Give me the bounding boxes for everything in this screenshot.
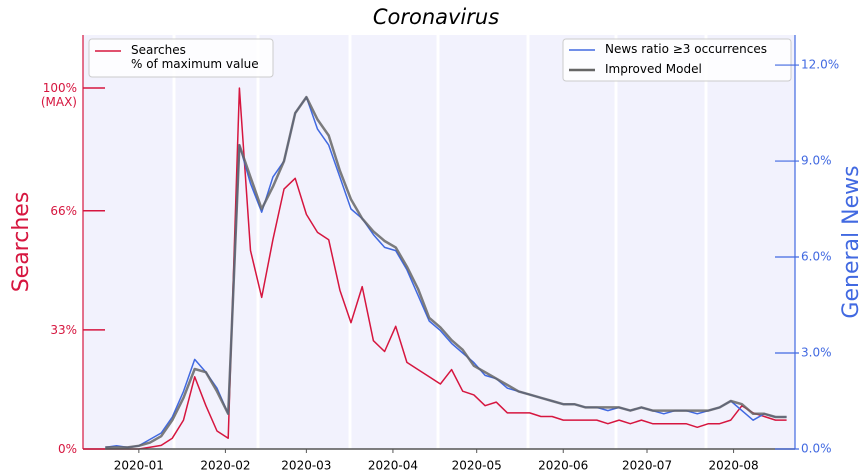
y2-tick-label: 12.0% [801,58,839,72]
week-bands [172,35,708,449]
series-lines [105,87,787,450]
series-line [105,95,787,449]
legend-label: News ratio ≥3 occurrences [605,42,767,56]
y-tick-label: 0% [57,442,77,456]
y2-axis-label: General News [839,165,864,318]
legend-label: Improved Model [605,62,702,76]
legend-label: Searches % of maximum value [131,43,259,71]
x-tick-label: 2020-02 [200,459,250,473]
y2-tick-label: 3.0% [801,346,832,360]
y-axis-label: Searches [9,192,34,293]
legend-left [88,38,274,78]
x-tick-label: 2020-07 [622,459,672,473]
legend-right [562,38,792,82]
x-tick-label: 2020-01 [114,459,164,473]
x-tick-label: 2020-08 [709,459,759,473]
y-tick-label: 33% [50,322,77,337]
y2-tick-label: 6.0% [801,250,832,264]
y-tick-label: 100% (MAX) [40,81,77,110]
x-tick-label: 2020-06 [538,459,588,473]
x-tick-label: 2020-05 [452,459,502,473]
chart-title: Coronavirus [373,5,499,29]
y-tick-label: 66% [50,203,77,218]
y2-tick-label: 9.0% [801,154,832,168]
x-tick-label: 2020-03 [281,459,331,473]
y2-tick-label: 0.0% [801,442,832,456]
x-tick-label: 2020-04 [368,459,418,473]
series-line [105,87,787,450]
